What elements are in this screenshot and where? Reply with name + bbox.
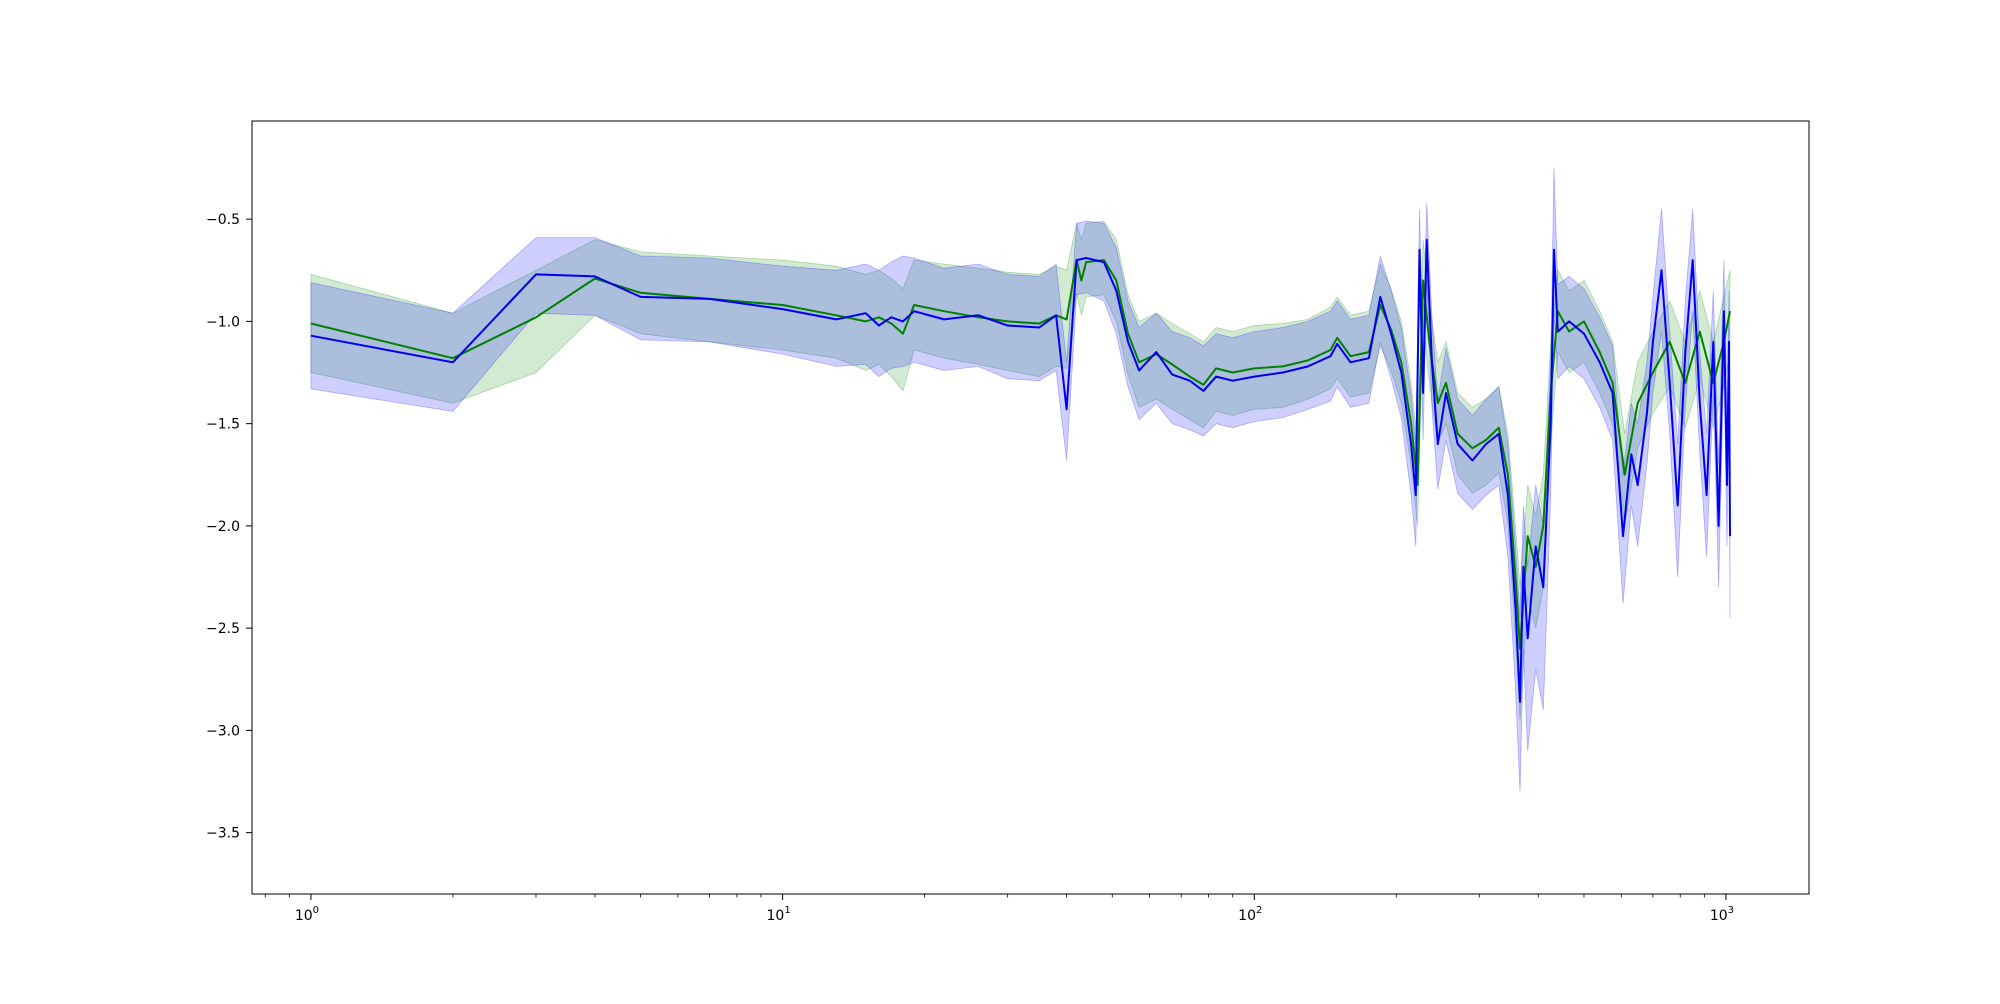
- x-tick-label: 100: [295, 905, 319, 924]
- y-axis: −0.5 −1.0 −1.5 −2.0 −2.5 −3.0 −3.5: [206, 212, 252, 842]
- confidence-bands: [310, 167, 1731, 792]
- series-lines: [310, 238, 1731, 703]
- y-tick-label: −2.5: [206, 621, 240, 637]
- x-axis: 100 101 102 103: [264, 894, 1734, 924]
- y-tick-label: −1.5: [206, 417, 240, 433]
- x-tick-label: 102: [1238, 905, 1262, 924]
- y-tick-label: −0.5: [206, 212, 240, 228]
- series-2-band: [310, 167, 1731, 792]
- y-tick-label: −1.0: [206, 314, 240, 330]
- series-1-line: [310, 259, 1731, 650]
- x-tick-label: 103: [1710, 905, 1734, 924]
- plot-frame: [251, 120, 1810, 895]
- series-2-line: [310, 238, 1731, 703]
- y-tick-label: −2.0: [206, 519, 240, 535]
- x-tick-label: 101: [766, 905, 790, 924]
- y-tick-label: −3.5: [206, 826, 240, 842]
- y-tick-label: −3.0: [206, 723, 240, 739]
